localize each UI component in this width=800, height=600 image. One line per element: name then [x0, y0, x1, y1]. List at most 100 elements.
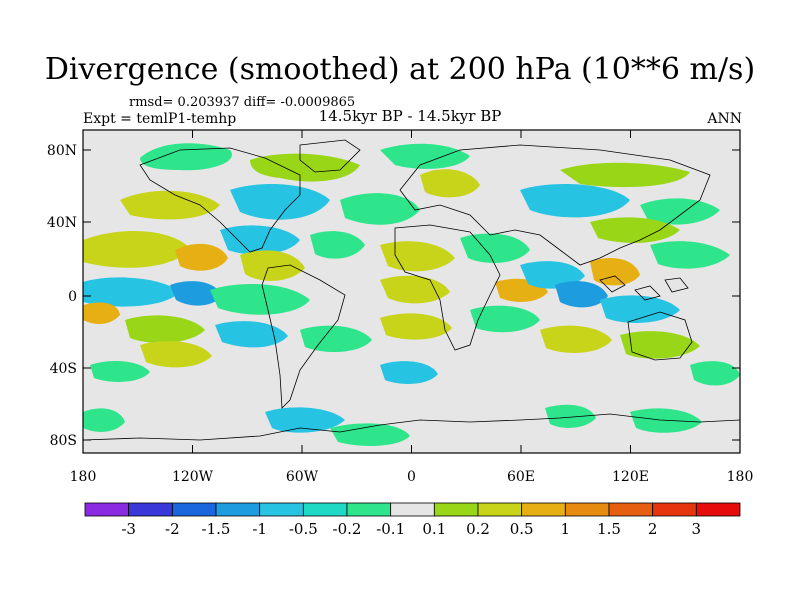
- field-patch: [690, 361, 740, 386]
- colorbar-swatch: [564, 502, 610, 517]
- experiment-label: Expt = temlP1-temhp: [83, 111, 237, 127]
- field-patch: [555, 281, 608, 308]
- stats-text: rmsd= 0.203937 diff= -0.0009865: [129, 95, 356, 110]
- colorbar-swatch: [259, 502, 304, 517]
- colorbar-swatch: [128, 502, 173, 517]
- colorbar-label: 3: [692, 520, 702, 538]
- field-patch: [600, 295, 680, 323]
- field-patch: [540, 325, 612, 353]
- field-patch: [590, 258, 640, 286]
- colorbar-label: 1.5: [597, 520, 621, 538]
- colorbar-swatch: [390, 502, 435, 517]
- longitude-axis: 180 120W 60W 0 60E 120E 180: [70, 130, 754, 485]
- field-patch: [250, 153, 360, 182]
- field-patch: [640, 198, 720, 225]
- period-label: 14.5kyr BP - 14.5kyr BP: [318, 107, 502, 125]
- coastline-maritime-continent: [599, 275, 689, 301]
- coastline-eurasia: [399, 144, 711, 266]
- lat-tick-label: 40S: [50, 361, 77, 377]
- field-patch: [83, 230, 190, 268]
- lat-tick-label: 80N: [47, 143, 77, 159]
- field-patch: [560, 162, 690, 188]
- lon-tick-label: 180: [70, 469, 97, 485]
- field-patch: [240, 250, 305, 281]
- coastlines: [83, 139, 740, 441]
- field-patch: [175, 243, 228, 271]
- colorbar-swatch: [477, 502, 523, 517]
- field-patch: [420, 169, 480, 198]
- field-patch: [83, 408, 125, 432]
- colorbar-label: 0.1: [422, 520, 446, 538]
- coastline-antarctica: [83, 413, 740, 441]
- field-patch: [265, 407, 345, 433]
- coastline-australia: [627, 311, 693, 361]
- field-patch: [230, 184, 330, 220]
- lon-tick-label: 120E: [612, 469, 649, 485]
- field-patch: [120, 190, 220, 220]
- colorbar-swatch: [302, 502, 348, 517]
- coastline-greenland: [299, 139, 361, 173]
- lon-tick-label: 0: [407, 469, 416, 485]
- colorbar-label: -0.1: [376, 520, 405, 538]
- field-patch: [590, 217, 680, 243]
- field-patch: [90, 360, 150, 382]
- lat-tick-label: 40N: [47, 215, 77, 231]
- colorbar-swatch: [84, 502, 130, 517]
- colorbar-label: -1: [252, 520, 267, 538]
- field-patch: [380, 361, 438, 384]
- field-patch: [380, 275, 450, 304]
- lon-tick-label: 60E: [507, 469, 535, 485]
- lat-tick-label: 80S: [50, 433, 77, 449]
- field-patch: [125, 315, 205, 343]
- map-title: Divergence (smoothed) at 200 hPa (10**6 …: [44, 52, 756, 87]
- colorbar-label: 0.5: [510, 520, 534, 538]
- lon-tick-label: 120W: [172, 469, 214, 485]
- field-patch: [83, 277, 180, 307]
- field-patch: [140, 341, 212, 368]
- colorbar-swatch: [433, 502, 479, 517]
- colorbar: -3 -2 -1.5 -1 -0.5 -0.2 -0.1 0.1 0.2 0.5 1 1.5 2 3: [84, 502, 741, 538]
- colorbar-label: -1.5: [202, 520, 231, 538]
- colorbar-swatch: [608, 502, 654, 517]
- field-patch: [83, 302, 120, 325]
- field-patch: [170, 281, 222, 306]
- colorbar-label: 2: [648, 520, 658, 538]
- field-patch: [215, 321, 288, 348]
- field-patch: [330, 423, 410, 446]
- field-patch: [545, 404, 596, 428]
- field-patch: [380, 143, 470, 169]
- colorbar-label: -2: [165, 520, 180, 538]
- field-patch: [340, 193, 420, 225]
- lat-tick-label: 0: [68, 289, 77, 305]
- divergence-field: [83, 143, 740, 446]
- colorbar-swatch: [171, 502, 217, 517]
- lon-tick-label: 60W: [286, 469, 319, 485]
- season-label: ANN: [707, 111, 742, 127]
- colorbar-swatch: [215, 502, 261, 517]
- field-patch: [140, 143, 232, 171]
- field-patch: [310, 231, 365, 259]
- colorbar-swatch: [652, 502, 697, 517]
- colorbar-label: -3: [121, 520, 136, 538]
- colorbar-label: 0.2: [466, 520, 490, 538]
- field-patch: [620, 331, 700, 359]
- lon-tick-label: 180: [727, 469, 754, 485]
- coastline-north-america: [139, 147, 301, 253]
- field-patch: [380, 241, 455, 272]
- field-patch: [210, 284, 310, 315]
- colorbar-label: -0.2: [333, 520, 362, 538]
- field-patch: [650, 241, 730, 269]
- colorbar-swatch: [521, 502, 566, 517]
- field-patch: [520, 184, 630, 218]
- field-patch: [470, 305, 540, 333]
- field-patch: [380, 313, 452, 340]
- colorbar-label: -0.5: [289, 520, 318, 538]
- colorbar-swatch: [695, 502, 741, 517]
- colorbar-label: 1: [561, 520, 571, 538]
- field-patch: [220, 225, 300, 255]
- latitude-axis: 80N 40N 0 40S 80S: [47, 143, 740, 449]
- coastline-south-america: [261, 264, 346, 409]
- colorbar-swatch: [346, 502, 392, 517]
- coastline-africa: [394, 224, 501, 351]
